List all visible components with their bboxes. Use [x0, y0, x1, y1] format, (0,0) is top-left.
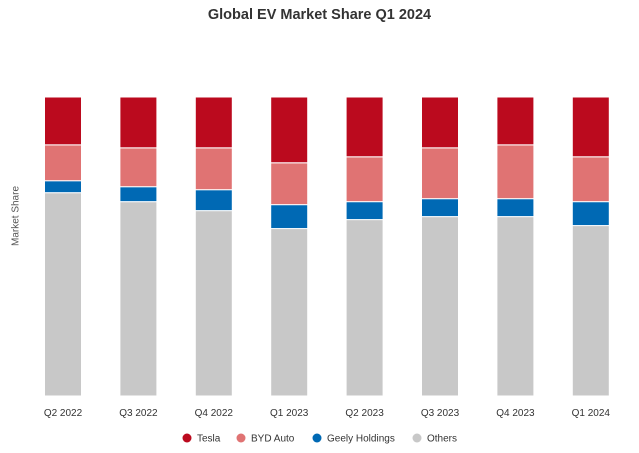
- bar-segment-byd-auto-q2-2022[interactable]: [44, 144, 82, 182]
- bar-segment-others-q2-2023[interactable]: [345, 219, 384, 397]
- legend-item-geely-holdings[interactable]: Geely Holdings: [312, 433, 395, 445]
- legend-item-others[interactable]: Others: [412, 433, 458, 445]
- bar-segment-byd-auto-q3-2022[interactable]: [119, 147, 158, 188]
- legend-label-geely-holdings: Geely Holdings: [327, 434, 395, 445]
- bar-segment-byd-auto-q2-2023[interactable]: [345, 156, 384, 203]
- bar-segment-byd-auto-q3-2023[interactable]: [421, 147, 459, 200]
- bar-segment-geely-holdings-q2-2023[interactable]: [345, 201, 384, 221]
- bar-segment-others-q1-2024[interactable]: [571, 225, 610, 397]
- bar-segment-tesla-q4-2022[interactable]: [194, 96, 233, 149]
- x-tick-label: Q1 2023: [270, 408, 309, 419]
- bar-segment-tesla-q1-2024[interactable]: [571, 96, 610, 158]
- legend-label-tesla: Tesla: [197, 434, 221, 445]
- bar-segment-geely-holdings-q3-2023[interactable]: [421, 198, 459, 218]
- bar-segment-others-q3-2023[interactable]: [421, 216, 459, 397]
- bar-segment-byd-auto-q1-2024[interactable]: [571, 156, 610, 203]
- x-tick-label: Q1 2024: [572, 408, 611, 419]
- bar-segment-tesla-q3-2023[interactable]: [421, 96, 459, 149]
- bar-segment-others-q1-2023[interactable]: [270, 228, 309, 397]
- bar-segment-byd-auto-q4-2022[interactable]: [194, 147, 233, 191]
- x-tick-label: Q2 2023: [345, 408, 384, 419]
- chart-title: Global EV Market Share Q1 2024: [207, 7, 432, 23]
- bar-segment-others-q4-2022[interactable]: [194, 210, 233, 397]
- bar-segment-others-q2-2022[interactable]: [44, 192, 82, 397]
- bar-segment-geely-holdings-q2-2022[interactable]: [44, 180, 82, 194]
- bar-segment-tesla-q1-2023[interactable]: [270, 96, 309, 164]
- legend-marker-others: [412, 433, 422, 443]
- bar-segment-tesla-q2-2022[interactable]: [44, 96, 82, 146]
- bar-segment-geely-holdings-q4-2022[interactable]: [194, 189, 233, 212]
- bar-segment-geely-holdings-q3-2022[interactable]: [119, 186, 158, 203]
- legend-marker-byd-auto: [236, 433, 246, 443]
- bar-segment-geely-holdings-q1-2023[interactable]: [270, 204, 309, 230]
- bar-segment-tesla-q2-2023[interactable]: [345, 96, 384, 158]
- x-tick-label: Q2 2022: [44, 408, 83, 419]
- bar-segment-others-q4-2023[interactable]: [496, 216, 535, 397]
- x-tick-label: Q4 2023: [496, 408, 535, 419]
- x-tick-label: Q4 2022: [195, 408, 234, 419]
- x-tick-label: Q3 2022: [119, 408, 158, 419]
- bar-segment-geely-holdings-q4-2023[interactable]: [496, 198, 535, 218]
- legend-item-byd-auto[interactable]: BYD Auto: [236, 433, 295, 445]
- legend-label-others: Others: [427, 434, 457, 445]
- bar-segment-geely-holdings-q1-2024[interactable]: [571, 201, 610, 227]
- bar-segment-byd-auto-q1-2023[interactable]: [270, 162, 309, 206]
- legend-label-byd-auto: BYD Auto: [251, 434, 295, 445]
- legend-item-tesla[interactable]: Tesla: [182, 433, 221, 445]
- legend-marker-geely-holdings: [312, 433, 322, 443]
- bar-segment-tesla-q3-2022[interactable]: [119, 96, 158, 149]
- bar-segment-tesla-q4-2023[interactable]: [496, 96, 535, 146]
- bar-segment-others-q3-2022[interactable]: [119, 201, 158, 397]
- bar-segment-byd-auto-q4-2023[interactable]: [496, 144, 535, 200]
- legend-marker-tesla: [182, 433, 192, 443]
- x-tick-label: Q3 2023: [421, 408, 460, 419]
